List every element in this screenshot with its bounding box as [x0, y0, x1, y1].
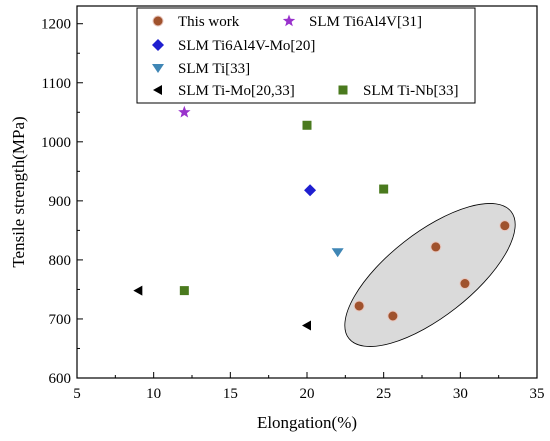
y-tick-label: 1200: [41, 17, 71, 33]
legend-label: SLM Ti-Nb[33]: [363, 83, 458, 99]
legend-marker: [152, 64, 164, 73]
legend-marker: [153, 85, 162, 95]
data-point: [499, 220, 511, 232]
y-tick-label: 700: [49, 312, 72, 328]
legend-label: This work: [178, 14, 240, 30]
x-tick-label: 15: [223, 386, 238, 402]
data-point: [379, 184, 389, 194]
data-point: [133, 285, 143, 296]
y-tick-label: 1000: [41, 135, 71, 151]
data-point: [302, 120, 312, 130]
data-point: [178, 105, 191, 118]
data-points: [133, 105, 511, 331]
x-tick-label: 25: [376, 386, 391, 402]
legend-marker: [152, 15, 164, 27]
legend-label: SLM Ti[33]: [178, 61, 250, 77]
legend-label: SLM Ti6Al4V[31]: [309, 14, 422, 30]
legend-marker: [282, 14, 296, 27]
x-axis-title: Elongation(%): [257, 413, 357, 432]
y-tick-label: 800: [49, 253, 72, 269]
legend-label: SLM Ti-Mo[20,33]: [178, 83, 295, 99]
y-tick-label: 1100: [42, 76, 71, 92]
data-point: [302, 320, 311, 331]
data-point: [331, 248, 344, 258]
data-point: [430, 241, 442, 253]
highlight-ellipse-layer: [344, 203, 516, 347]
data-point: [353, 300, 365, 312]
x-tick-label: 10: [146, 386, 161, 402]
legend-marker: [338, 85, 348, 95]
x-tick-label: 35: [530, 386, 545, 402]
y-axis-title: Tensile strength(MPa): [9, 116, 28, 267]
y-tick-label: 900: [49, 194, 72, 210]
x-tick-label: 20: [300, 386, 315, 402]
y-tick-label: 600: [49, 371, 72, 387]
legend: This work SLM Ti6Al4V[31] SLM Ti6Al4V-Mo[2…: [136, 7, 476, 104]
data-point: [179, 286, 189, 296]
data-point: [304, 184, 317, 197]
legend-label: SLM Ti6Al4V-Mo[20]: [178, 38, 315, 54]
x-tick-label: 5: [73, 386, 81, 402]
legend-box: [136, 7, 476, 104]
data-point: [387, 310, 399, 322]
data-point: [459, 278, 471, 290]
highlight-ellipse: [344, 203, 516, 347]
x-tick-label: 30: [453, 386, 468, 402]
legend-marker: [152, 39, 164, 51]
axes: 5 10 15 20 25 30 35 600 700 800 900 1000 1100 1200 Elo…: [9, 5, 545, 432]
